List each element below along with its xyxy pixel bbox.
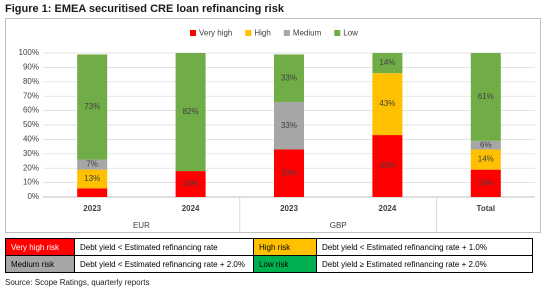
value-label: 33% — [281, 121, 297, 130]
value-label: 18% — [183, 179, 199, 188]
legend-label: Medium — [293, 29, 322, 38]
y-tick-label: 40% — [23, 135, 39, 144]
risk-description: Debt yield < Estimated refinancing rate — [74, 238, 254, 256]
value-label: 73% — [84, 102, 100, 111]
y-tick-label: 70% — [23, 91, 39, 100]
bar-segment — [470, 140, 501, 150]
bar-segment — [470, 53, 501, 141]
value-label: 43% — [379, 99, 395, 108]
x-tick-label: 2024 — [182, 204, 200, 213]
bar-segment — [175, 171, 206, 197]
bar-segment — [175, 53, 206, 172]
value-label: 13% — [84, 174, 100, 183]
value-label: 61% — [478, 92, 494, 101]
bar-segment — [77, 169, 108, 189]
chart: 0% 10% 20% 30% 40% 50% 60% 70% 80% 90% 100% Very hi… — [5, 18, 541, 233]
value-label: 14% — [478, 155, 494, 164]
x-tick-label: 2023 — [280, 204, 298, 213]
x-tick-label: 2023 — [83, 204, 101, 213]
bar-segment — [77, 188, 108, 197]
value-label: 14% — [379, 58, 395, 67]
group-label: EUR — [133, 221, 150, 230]
risk-description: Debt yield < Estimated refinancing rate … — [316, 238, 533, 256]
legend-swatch — [283, 30, 290, 36]
y-tick-label: 20% — [23, 163, 39, 172]
risk-description: Debt yield ≥ Estimated refinancing rate … — [316, 255, 533, 273]
value-label: 33% — [281, 73, 297, 82]
legend-swatch — [190, 30, 196, 36]
y-tick-label: 30% — [23, 149, 39, 158]
y-tick-label: 50% — [23, 120, 39, 129]
y-tick-label: 60% — [23, 106, 39, 115]
bar-segment — [77, 54, 108, 160]
y-tick-label: 10% — [23, 178, 39, 187]
risk-row: Very high risk Debt yield < Estimated re… — [5, 238, 533, 256]
bar-segment — [274, 101, 304, 150]
bar-segment — [470, 169, 501, 197]
value-label: 82% — [183, 107, 199, 116]
risk-row: Medium risk Debt yield < Estimated refin… — [5, 255, 533, 273]
y-tick-label: 90% — [23, 63, 39, 72]
y-tick-label: 0% — [27, 192, 39, 201]
x-tick-label: 2024 — [379, 204, 397, 213]
bar-segment — [372, 135, 403, 197]
risk-table: Very high risk Debt yield < Estimated re… — [5, 238, 533, 273]
bar-segment — [274, 149, 304, 197]
legend-swatch — [334, 30, 341, 36]
bar-segment — [274, 54, 304, 102]
legend-swatch — [245, 30, 252, 36]
legend-label: Low — [343, 29, 358, 38]
risk-label: Medium risk — [5, 255, 75, 273]
value-label: 19% — [478, 178, 494, 187]
y-tick-label: 100% — [19, 48, 39, 57]
risk-label: Low risk — [253, 255, 317, 273]
group-label: GBP — [330, 221, 347, 230]
bar-segment — [372, 73, 403, 136]
bar-segment — [470, 149, 501, 170]
bar-segment — [372, 53, 403, 74]
risk-label: Very high risk — [5, 238, 75, 256]
x-tick-label: Total — [477, 204, 496, 213]
risk-description: Debt yield < Estimated refinancing rate … — [74, 255, 254, 273]
risk-label: High risk — [253, 238, 317, 256]
value-label: 43% — [379, 161, 395, 170]
y-tick-label: 80% — [23, 77, 39, 86]
legend-label: High — [254, 29, 270, 38]
legend-label: Very high — [199, 29, 232, 38]
value-label: 33% — [281, 168, 297, 177]
value-label: 6% — [480, 140, 492, 149]
figure-title: Figure 1: EMEA securitised CRE loan refi… — [5, 3, 284, 15]
value-label: 7% — [86, 160, 98, 169]
source-note: Source: Scope Ratings, quarterly reports — [5, 278, 150, 287]
bar-segment — [77, 159, 108, 170]
